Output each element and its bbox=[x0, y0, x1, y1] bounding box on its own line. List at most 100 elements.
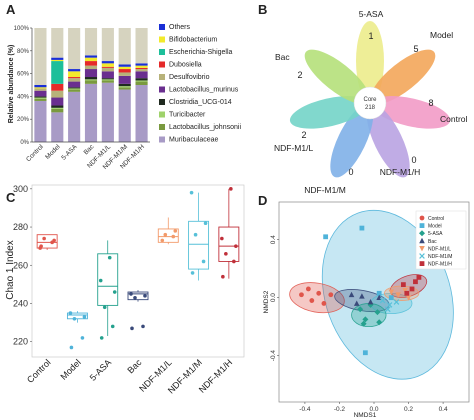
panel-a-bar-segment bbox=[68, 89, 81, 92]
panel-a-bar-segment bbox=[84, 55, 98, 58]
panel-d-point bbox=[388, 289, 395, 295]
panel-c-point bbox=[173, 229, 178, 233]
panel-a-legend-swatch bbox=[159, 86, 165, 93]
panel-a-x-tick-label: 5-ASA bbox=[60, 143, 79, 162]
panel-c-box-plot: Chao 1 Index 220 240 260 280 300 Control Mode… bbox=[5, 184, 245, 396]
panel-a-legend-entry: Turicibacter bbox=[169, 112, 206, 119]
panel-a-legend-swatch bbox=[159, 49, 165, 55]
panel-d-legend-entry: Model bbox=[428, 224, 442, 230]
panel-c-point bbox=[229, 187, 233, 191]
panel-a-legend-entry: Dubosiella bbox=[169, 62, 202, 69]
panel-a-bar-segment bbox=[118, 87, 131, 90]
panel-c-point bbox=[42, 236, 46, 241]
panel-a-y-ticks: 0% 20% 40% 60% 80% 100% bbox=[14, 26, 33, 146]
panel-c-point bbox=[234, 244, 238, 248]
panel-a-bar-segment bbox=[34, 100, 47, 142]
panel-c-plot-area bbox=[31, 184, 245, 358]
panel-a-bars bbox=[32, 28, 150, 143]
flower-petal-count: 2 bbox=[297, 70, 302, 80]
panel-a-bar-segment bbox=[51, 57, 64, 60]
panel-c-point bbox=[232, 259, 236, 264]
panel-c-point bbox=[69, 345, 74, 350]
flower-petal bbox=[304, 49, 370, 105]
panel-a-y-tick-label: 0% bbox=[20, 140, 29, 146]
panel-c-x-tick-label: 5-ASA bbox=[88, 357, 113, 382]
panel-d-legend-box bbox=[415, 210, 467, 270]
panel-d-point bbox=[353, 300, 360, 306]
panel-b-letter: B bbox=[258, 2, 267, 17]
panel-d-legend-marker bbox=[419, 237, 425, 244]
panel-a-bar-segment bbox=[34, 90, 47, 97]
panel-d-point bbox=[376, 290, 382, 296]
panel-a-bar-segment bbox=[101, 82, 114, 142]
panel-a-legend-entry: Others bbox=[169, 24, 191, 31]
panel-a-bar-segment bbox=[118, 83, 131, 87]
panel-a-bar-segment bbox=[118, 69, 131, 73]
panel-a-bar-segment bbox=[68, 71, 81, 78]
panel-a-bar-segment bbox=[118, 64, 131, 67]
panel-a-bar-segment bbox=[34, 98, 47, 101]
panel-b-flower-diagram: 15-ASA5Model8Control0NDF-M1/H0NDF-M1/M2N… bbox=[274, 9, 468, 195]
panel-c-point bbox=[102, 305, 107, 310]
panel-c-box bbox=[127, 291, 149, 301]
panel-d-point bbox=[362, 350, 368, 356]
panel-a-bar-segment bbox=[101, 80, 114, 83]
panel-d-point bbox=[360, 320, 367, 327]
flower-petals: 15-ASA5Model8Control0NDF-M1/H0NDF-M1/M2N… bbox=[274, 9, 468, 195]
panel-a-bar-segment bbox=[84, 61, 98, 66]
panel-a-x-tick-label: Model bbox=[44, 143, 62, 161]
panel-a-bar-segment bbox=[34, 97, 47, 99]
panel-a-bar-segment bbox=[101, 63, 114, 67]
panel-a-bar-segment bbox=[68, 78, 81, 82]
panel-c-y-tick-label: 280 bbox=[13, 222, 28, 232]
panel-d-point bbox=[413, 279, 418, 285]
panel-c-point bbox=[107, 255, 112, 260]
panel-d-legend-marker bbox=[419, 261, 425, 266]
panel-a-bar-segment bbox=[84, 65, 98, 70]
panel-a-y-tick-label: 20% bbox=[17, 117, 30, 123]
panel-a-bar-segment bbox=[34, 85, 47, 88]
panel-c-box bbox=[218, 226, 240, 262]
panel-d-point bbox=[386, 302, 393, 308]
panel-c-point bbox=[98, 278, 103, 283]
panel-a-bar-segment bbox=[51, 108, 64, 113]
panel-a-bar-segment bbox=[84, 80, 98, 84]
panel-d-point bbox=[376, 319, 383, 326]
panel-a-bar-segment bbox=[51, 59, 64, 62]
flower-petal-label: NDF-M1/L bbox=[274, 143, 313, 153]
panel-d-y-tick-label: 0.4 bbox=[270, 235, 277, 244]
panel-d-legend-marker bbox=[419, 230, 425, 237]
panel-d-point bbox=[309, 298, 315, 303]
flower-petal bbox=[356, 21, 384, 101]
flower-petal-label: Control bbox=[440, 114, 468, 124]
panel-a-bar-segment bbox=[51, 83, 64, 91]
panel-c-box bbox=[36, 234, 58, 249]
flower-petal-count: 0 bbox=[411, 155, 416, 165]
panel-d-legend-marker bbox=[419, 223, 425, 228]
panel-d-point bbox=[305, 286, 311, 292]
panel-d-ticks: -0.4 -0.2 0.0 0.2 0.4 -0.4 0.0 0.4 bbox=[270, 235, 448, 413]
panel-a-bar-segment bbox=[84, 77, 98, 80]
flower-petal-label: Model bbox=[430, 30, 453, 40]
panel-c-point bbox=[224, 252, 228, 256]
panel-a-legend-entry: Bifidobacterium bbox=[169, 37, 217, 44]
panel-d-point bbox=[367, 299, 374, 305]
panel-a-bar-segment bbox=[84, 79, 98, 81]
panel-a-bar-segment bbox=[135, 69, 148, 72]
panel-d-legend-entry: NDF-M1/H bbox=[428, 262, 452, 268]
flower-core-value: 218 bbox=[365, 105, 376, 111]
panel-c-point bbox=[129, 292, 133, 296]
flower-core-label: Core bbox=[363, 97, 377, 103]
panel-a-bar-segment bbox=[135, 65, 148, 68]
panel-d-point bbox=[409, 286, 415, 292]
flower-petal bbox=[370, 49, 436, 105]
panel-a-legend-entry: Clostridia_UCG-014 bbox=[169, 99, 232, 106]
panel-c-boxes bbox=[36, 187, 240, 350]
panel-a-bar-segment bbox=[51, 61, 64, 84]
panel-a-bar-segment bbox=[135, 28, 148, 64]
panel-c-box bbox=[188, 220, 210, 270]
panel-a-legend-entry: Lactobacillus_johnsonii bbox=[169, 124, 241, 131]
flower-petal bbox=[289, 96, 369, 129]
